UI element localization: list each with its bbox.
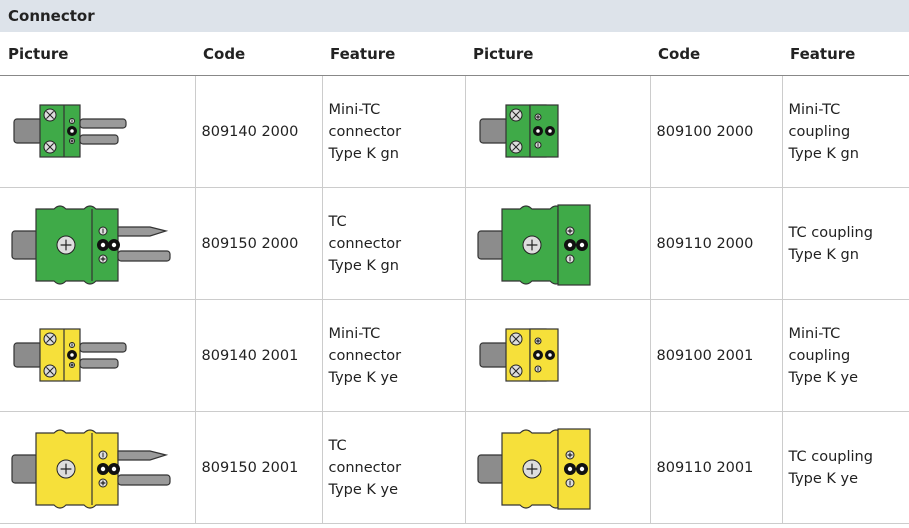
feature-cell: Mini-TC coupling Type K ye — [782, 299, 909, 412]
column-header: Picture — [465, 32, 650, 76]
screw-slot — [46, 110, 54, 119]
table-row: 809140 2001 Mini-TC connector Type K ye 80… — [0, 299, 909, 412]
feature-cell: TC connector Type K ye — [322, 411, 466, 524]
header-row: Picture Code Feature Picture Code Feature — [0, 32, 909, 76]
column-header: Code — [195, 32, 322, 76]
socket-inner — [110, 465, 118, 472]
connector-picture — [11, 204, 171, 285]
picture-cell — [465, 75, 651, 188]
screw-slot — [100, 480, 106, 485]
column-header: Feature — [782, 32, 909, 76]
connector-picture — [476, 427, 591, 510]
code-cell: 809150 2000 — [195, 187, 323, 300]
screw-slot — [46, 142, 54, 151]
table-row: 809140 2000 Mini-TC connector Type K gn 80… — [0, 75, 909, 188]
cable — [11, 229, 39, 260]
table-row: 809150 2000 TC connector Type K gn 809110 … — [0, 187, 909, 300]
picture-cell — [465, 187, 651, 300]
socket-inner — [534, 127, 541, 134]
screw-slot — [511, 110, 520, 119]
picture-cell — [0, 187, 196, 300]
column-header: Picture — [0, 32, 195, 76]
connector-picture — [11, 428, 171, 509]
screw-slot — [567, 228, 572, 233]
picture-cell — [465, 411, 651, 524]
socket-inner — [69, 351, 75, 358]
screw-slot — [511, 142, 520, 151]
body — [35, 204, 119, 285]
column-header: Code — [650, 32, 782, 76]
screw-slot — [60, 463, 72, 474]
table-title: Connector — [0, 0, 909, 32]
picture-cell — [465, 299, 651, 412]
cable — [476, 453, 505, 484]
pin — [79, 357, 119, 369]
socket-inner — [99, 241, 107, 248]
screw-slot — [511, 366, 520, 375]
table-body: 809140 2000 Mini-TC connector Type K gn 80… — [0, 75, 909, 524]
picture-cell — [0, 411, 196, 524]
screw-slot — [70, 363, 74, 366]
screw-slot — [100, 256, 106, 261]
feature-cell: TC connector Type K gn — [322, 187, 466, 300]
feature-cell: Mini-TC connector Type K gn — [322, 75, 466, 188]
socket-inner — [578, 465, 585, 472]
code-cell: 809110 2001 — [650, 411, 783, 524]
socket-inner — [99, 465, 107, 472]
code-cell: 809140 2000 — [195, 75, 323, 188]
table-row: 809150 2001 TC connector Type K ye 809110 … — [0, 411, 909, 524]
screw-slot — [526, 463, 537, 474]
socket-inner — [546, 351, 553, 358]
connector-picture — [13, 327, 127, 382]
pin — [79, 117, 127, 129]
connector-picture — [478, 103, 559, 158]
pin — [79, 133, 119, 145]
screw-slot — [567, 452, 572, 457]
code-cell: 809110 2000 — [650, 187, 783, 300]
pin — [117, 225, 169, 237]
socket-inner — [534, 351, 541, 358]
picture-cell — [0, 75, 196, 188]
socket-inner — [546, 127, 553, 134]
feature-cell: TC coupling Type K gn — [782, 187, 909, 300]
screw-slot — [46, 366, 54, 375]
pin — [117, 249, 171, 262]
code-cell: 809100 2001 — [650, 299, 783, 412]
cable — [13, 341, 43, 368]
screw-slot — [535, 114, 540, 119]
connector-picture — [478, 327, 559, 382]
cable — [13, 117, 43, 144]
screw-slot — [70, 139, 74, 142]
feature-cell: Mini-TC coupling Type K gn — [782, 75, 909, 188]
feature-cell: TC coupling Type K ye — [782, 411, 909, 524]
feature-cell: Mini-TC connector Type K ye — [322, 299, 466, 412]
socket-inner — [110, 241, 118, 248]
socket-inner — [69, 127, 75, 134]
code-cell: 809140 2001 — [195, 299, 323, 412]
socket-inner — [566, 241, 573, 248]
pin — [117, 449, 169, 461]
picture-cell — [0, 299, 196, 412]
pin — [117, 473, 171, 486]
column-header: Feature — [322, 32, 465, 76]
pin — [79, 341, 127, 353]
body — [35, 428, 119, 509]
cable — [476, 229, 505, 260]
cable — [478, 341, 509, 368]
product-table: Picture Code Feature Picture Code Feature 809… — [0, 32, 909, 524]
screw-slot — [60, 239, 72, 250]
code-cell: 809100 2000 — [650, 75, 783, 188]
socket-inner — [578, 241, 585, 248]
cable — [11, 453, 39, 484]
code-cell: 809150 2001 — [195, 411, 323, 524]
cable — [478, 117, 509, 144]
screw-slot — [535, 338, 540, 343]
screw-slot — [526, 239, 537, 250]
connector-picture — [476, 203, 591, 286]
screw-slot — [511, 334, 520, 343]
screw-slot — [46, 334, 54, 343]
socket-inner — [566, 465, 573, 472]
connector-picture — [13, 103, 127, 158]
